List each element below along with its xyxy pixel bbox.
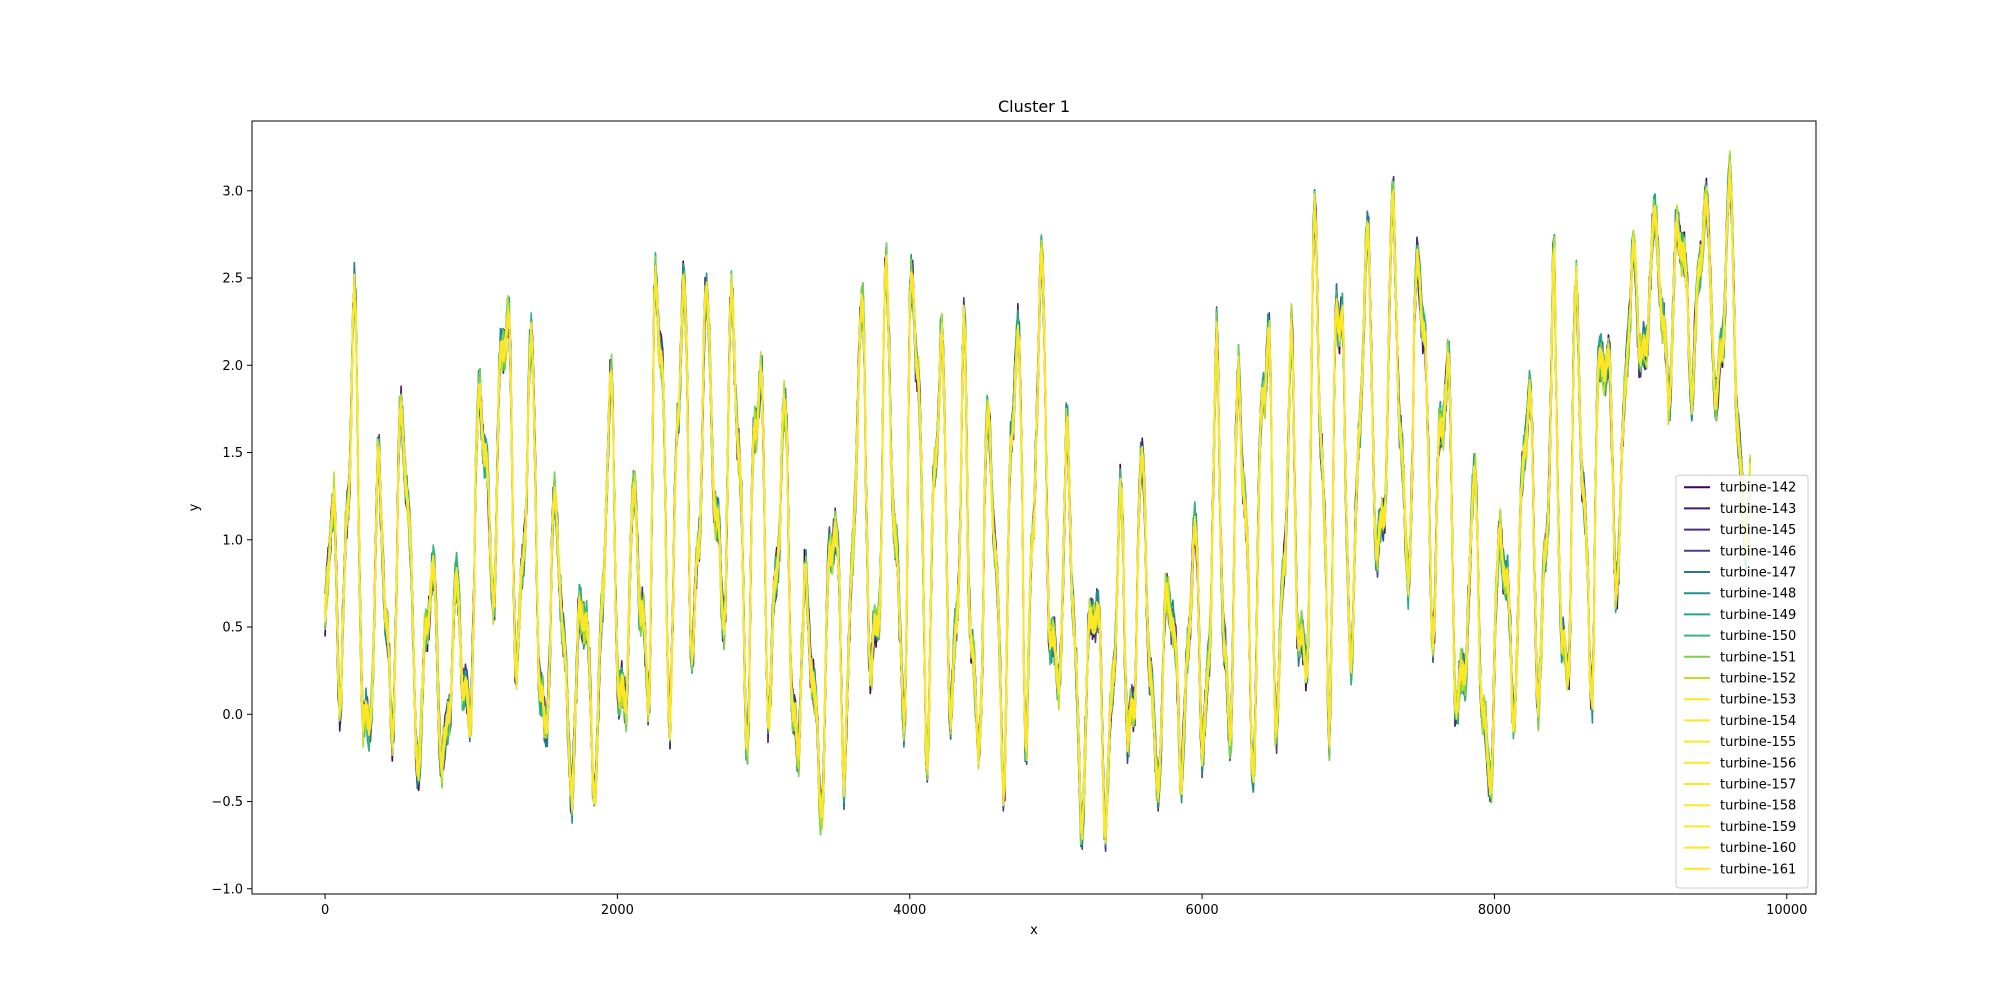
legend-entry: turbine-158 xyxy=(1720,799,1796,814)
y-tick-label: 2.0 xyxy=(222,359,243,374)
series-line-turbine-161 xyxy=(324,162,1751,840)
legend-entry: turbine-161 xyxy=(1720,862,1796,877)
legend-entry: turbine-160 xyxy=(1720,841,1796,856)
x-tick-label: 8000 xyxy=(1478,903,1511,918)
y-tick-label: 2.5 xyxy=(222,272,243,287)
x-tick-label: 2000 xyxy=(601,903,634,918)
legend-entry: turbine-154 xyxy=(1720,714,1796,729)
series-lines xyxy=(324,150,1751,852)
y-tick-label: 3.0 xyxy=(222,184,243,199)
x-axis-label: x xyxy=(1030,923,1038,938)
x-tick-label: 10000 xyxy=(1766,903,1807,918)
legend-entry: turbine-153 xyxy=(1720,693,1796,708)
y-tick-label: −1.0 xyxy=(211,882,243,897)
x-tick-label: 6000 xyxy=(1186,903,1219,918)
y-axis: −1.0 −0.5 0.0 0.5 1.0 1.5 2.0 2.5 3.0 xyxy=(211,184,252,897)
legend-entry: turbine-148 xyxy=(1720,587,1796,602)
legend-entry: turbine-147 xyxy=(1720,566,1796,581)
legend-entry: turbine-156 xyxy=(1720,756,1796,771)
legend-entry: turbine-159 xyxy=(1720,820,1796,835)
legend-entry: turbine-151 xyxy=(1720,650,1796,665)
y-tick-label: 1.5 xyxy=(222,446,243,461)
x-tick-label: 0 xyxy=(321,903,329,918)
legend-entry: turbine-149 xyxy=(1720,608,1796,623)
legend: turbine-142 turbine-143 turbine-145 turbine… xyxy=(1675,474,1809,889)
legend-entry: turbine-152 xyxy=(1720,672,1796,687)
legend-entry: turbine-142 xyxy=(1720,481,1796,496)
legend-entry: turbine-146 xyxy=(1720,544,1796,559)
legend-entry: turbine-143 xyxy=(1720,502,1796,517)
y-tick-label: 0.5 xyxy=(222,621,243,636)
y-tick-label: 1.0 xyxy=(222,533,243,548)
plot-frame xyxy=(251,120,1817,895)
y-axis-label: y xyxy=(187,503,202,511)
x-axis: 0 2000 4000 6000 8000 10000 xyxy=(321,894,1807,918)
legend-entry: turbine-150 xyxy=(1720,629,1796,644)
chart-title: Cluster 1 xyxy=(998,97,1070,116)
legend-entry: turbine-157 xyxy=(1720,778,1796,793)
y-tick-label: 0.0 xyxy=(222,708,243,723)
legend-entry: turbine-155 xyxy=(1720,735,1796,750)
y-tick-label: −0.5 xyxy=(211,795,243,810)
x-tick-label: 4000 xyxy=(893,903,926,918)
legend-entry: turbine-145 xyxy=(1720,523,1796,538)
